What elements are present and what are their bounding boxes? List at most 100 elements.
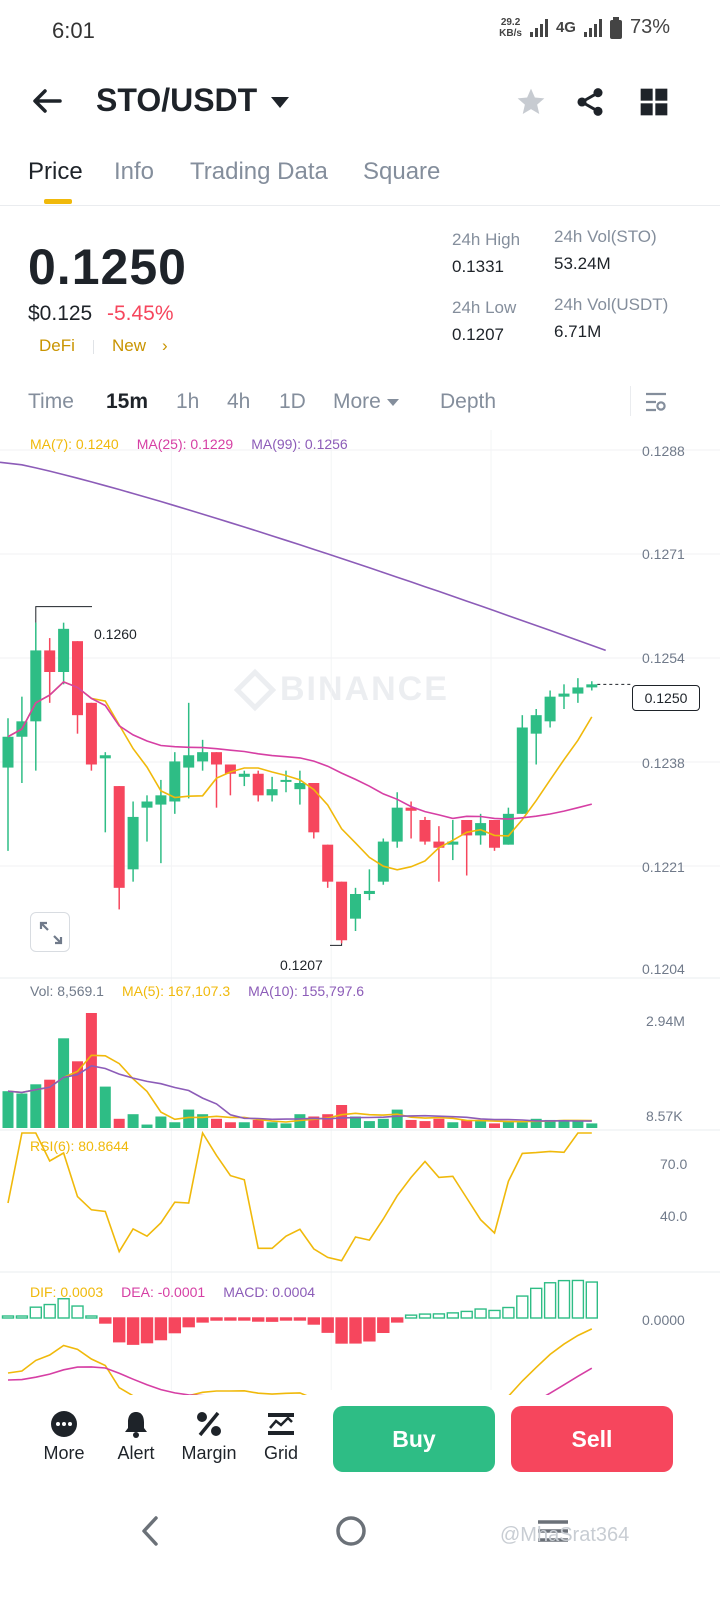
grid-icon[interactable] — [638, 86, 670, 118]
battery-icon — [609, 16, 622, 39]
volume-bar — [558, 1119, 570, 1128]
main-tabs: Price Info Trading Data Square — [0, 150, 720, 206]
tab-info[interactable]: Info — [114, 158, 155, 185]
more-button[interactable]: More — [29, 1409, 99, 1464]
macd-histogram-bar — [140, 1317, 154, 1344]
caret-down-icon — [386, 398, 399, 406]
price-axis-label: 0.1238 — [642, 755, 685, 771]
interval-4h[interactable]: 4h — [227, 390, 251, 413]
vol-sto-value: 53.24M — [554, 254, 611, 273]
volume-bar — [183, 1109, 195, 1128]
candle-body — [72, 641, 83, 716]
pair-name: STO/USDT — [96, 82, 258, 118]
macd-histogram-bar — [251, 1317, 265, 1322]
macd-histogram-bar — [182, 1317, 195, 1328]
grid-label: Grid — [263, 1443, 298, 1463]
bell-icon — [125, 1412, 147, 1438]
volume-bar — [586, 1123, 598, 1128]
interval-15m[interactable]: 15m — [106, 390, 149, 413]
candle-body — [377, 841, 389, 882]
chart-settings-icon[interactable] — [644, 390, 668, 414]
candle-body — [238, 773, 250, 777]
macd-histogram-bar — [363, 1317, 376, 1342]
interval-1d[interactable]: 1D — [279, 390, 306, 413]
bottom-action-bar: More Alert Margin Grid Buy Sell — [0, 1395, 720, 1490]
candle-body — [405, 807, 417, 811]
candle-body — [294, 783, 306, 790]
macd-histogram-bar — [154, 1317, 168, 1341]
price-axis-label: 0.1254 — [642, 650, 685, 666]
volume-bar — [405, 1119, 417, 1128]
candlestick-chart — [0, 430, 720, 1395]
vol-ma5-legend: MA(5): 167,107.3 — [121, 983, 231, 999]
low-annotation: 0.1207 — [280, 957, 323, 973]
macd-histogram-bar — [210, 1317, 223, 1321]
margin-button[interactable]: Margin — [174, 1409, 244, 1464]
vol-legend-value: Vol: 8,569.1 — [30, 983, 104, 999]
volume-bar — [266, 1122, 278, 1128]
tab-price[interactable]: Price — [28, 158, 83, 185]
tab-trading-data[interactable]: Trading Data — [190, 158, 328, 185]
high-value: 0.1331 — [452, 257, 504, 276]
interval-more-label: More — [333, 390, 381, 413]
price-axis-label: 0.1271 — [642, 546, 685, 562]
macd-histogram-bar — [530, 1287, 543, 1319]
macd-histogram-bar — [112, 1317, 126, 1343]
macd-histogram-bar — [307, 1317, 320, 1325]
signal-icon-2 — [583, 18, 602, 37]
macd-histogram-bar — [502, 1306, 515, 1319]
tab-square[interactable]: Square — [363, 158, 441, 185]
tag-new[interactable]: New — [112, 336, 147, 355]
macd-histogram-bar — [377, 1317, 390, 1334]
volume-bar — [155, 1116, 167, 1128]
alert-button[interactable]: Alert — [101, 1409, 171, 1464]
star-icon[interactable] — [515, 86, 547, 118]
volume-bar — [350, 1116, 361, 1128]
back-arrow-icon[interactable] — [30, 84, 64, 118]
volume-bar — [224, 1122, 236, 1128]
macd-histogram-bar — [196, 1317, 209, 1323]
tag-arrow-icon[interactable]: › — [162, 336, 168, 355]
volume-bar — [447, 1122, 459, 1128]
grid-bot-button[interactable]: Grid — [246, 1409, 316, 1464]
interval-more[interactable]: More — [333, 390, 399, 414]
chart-area[interactable]: BINANCE MA(7): 0.1240 MA(25): 0.1229 MA(… — [0, 430, 720, 1395]
macd-histogram-bar — [1, 1315, 15, 1319]
candle-body — [197, 752, 209, 762]
share-icon[interactable] — [574, 86, 606, 118]
percent-icon — [197, 1411, 221, 1437]
candle-body — [363, 890, 375, 894]
expand-chart-button[interactable] — [30, 912, 70, 952]
nav-back-icon[interactable] — [136, 1512, 164, 1550]
interval-1h[interactable]: 1h — [176, 390, 200, 413]
sell-button[interactable]: Sell — [511, 1406, 673, 1472]
macd-axis-label: 0.0000 — [642, 1312, 685, 1328]
rsi-legend: RSI(6): 80.8644 — [30, 1138, 129, 1154]
tab-depth[interactable]: Depth — [440, 390, 497, 413]
buy-button[interactable]: Buy — [333, 1406, 495, 1472]
macd-value-legend: MACD: 0.0004 — [223, 1284, 316, 1300]
macd-histogram-bar — [516, 1295, 529, 1319]
price-axis-label: 0.1221 — [642, 859, 685, 875]
price-usd: $0.125 — [28, 302, 93, 325]
header: STO/USDT — [0, 72, 720, 132]
speed-unit: KB/s — [499, 27, 522, 39]
volume-bar — [44, 1079, 56, 1128]
rsi-line — [7, 1130, 592, 1262]
ma99-line — [0, 461, 606, 652]
ma25-legend: MA(25): 0.1229 — [136, 436, 234, 452]
interval-time[interactable]: Time — [28, 390, 74, 413]
more-dots-icon — [51, 1411, 77, 1437]
candle-body — [252, 773, 264, 796]
volume-bar — [72, 1061, 83, 1128]
low-value: 0.1207 — [452, 325, 504, 344]
tag-defi[interactable]: DeFi — [39, 336, 75, 355]
nav-menu-icon[interactable] — [536, 1512, 570, 1550]
macd-histogram-bar — [391, 1317, 404, 1323]
vol-ma10-line — [7, 1065, 592, 1122]
pair-selector[interactable]: STO/USDT — [96, 82, 290, 119]
volume-bar — [238, 1122, 250, 1128]
binance-watermark: BINANCE — [233, 668, 449, 711]
candle-body — [516, 727, 528, 814]
nav-home-icon[interactable] — [334, 1512, 368, 1550]
